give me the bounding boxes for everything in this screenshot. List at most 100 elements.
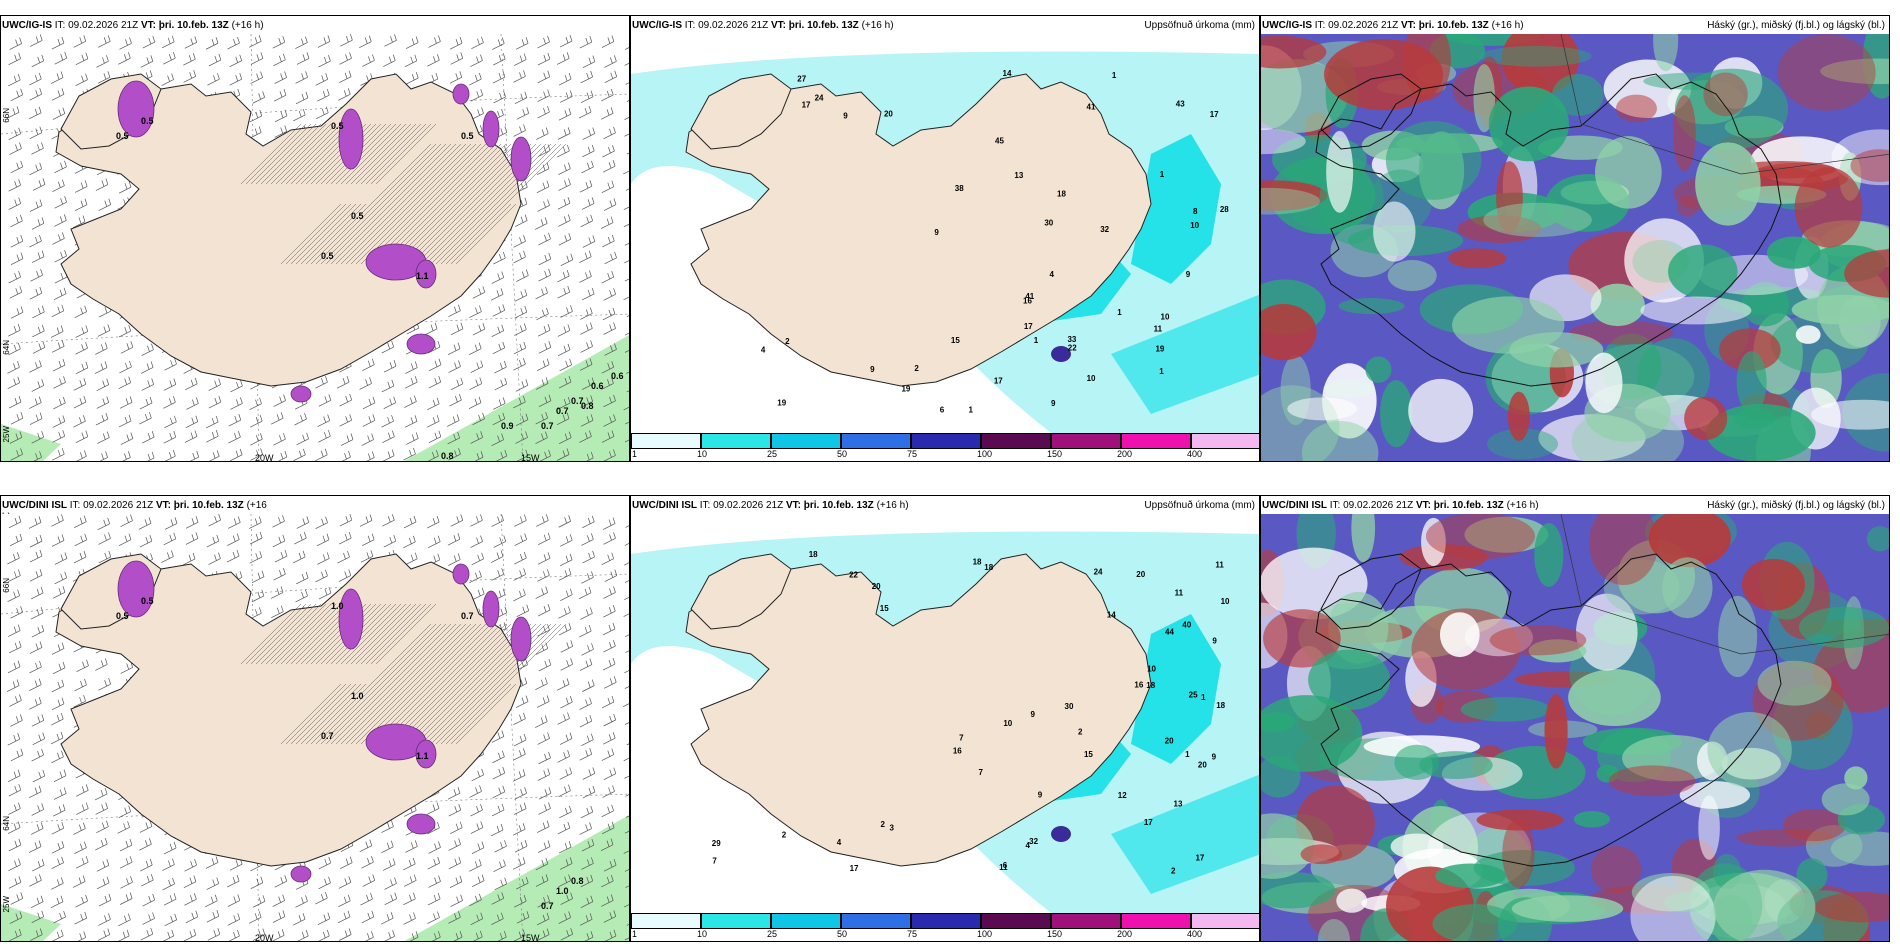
accum-value: 18	[984, 563, 993, 572]
colorbar-label: 200	[1117, 929, 1133, 939]
accum-value: 11	[1154, 324, 1163, 333]
colorbar-label: 150	[1047, 929, 1063, 939]
field-title: Uppsöfnuð úrkoma (mm)	[1144, 500, 1255, 511]
accum-value: 43	[1176, 100, 1185, 109]
precip-value: 0.7	[541, 901, 554, 911]
precip-value: 1.0	[351, 691, 364, 701]
accum-value: 24	[815, 93, 824, 102]
accum-value: 22	[849, 571, 858, 580]
colorbar-swatch	[1051, 913, 1121, 929]
model-name: UWC/IG-IS	[1262, 20, 1312, 31]
precip-value: 0.5	[116, 611, 129, 621]
colorbar-swatch	[1191, 433, 1259, 449]
colorbar-label: 75	[907, 449, 918, 459]
accum-value: 13	[1174, 800, 1183, 809]
accum-value: 17	[994, 376, 1003, 385]
accum-values: 112 1111319181491110152419171620191094617…	[761, 69, 1229, 415]
coastline	[1315, 73, 1782, 387]
accum-value: 1	[1112, 71, 1117, 80]
accum-value: 20	[1198, 760, 1207, 769]
precip-value: 1.0	[331, 601, 344, 611]
accum-value: 18	[973, 558, 982, 567]
accum-value: 9	[1030, 710, 1035, 719]
accum-value: 17	[1210, 110, 1219, 119]
accum-value: 9	[1038, 790, 1043, 799]
accum-value: 32	[1100, 225, 1109, 234]
precip-value: 0.7	[541, 421, 554, 431]
accum-value: 1	[969, 406, 974, 415]
panel-header: UWC/DINI ISL IT: 09.02.2026 21Z VT: þri.…	[1262, 500, 1885, 511]
accum-value: 18	[1057, 189, 1066, 198]
colorbar-swatch	[1191, 913, 1259, 929]
accum-value: 32	[1029, 837, 1038, 846]
accum-value: 6	[940, 405, 945, 414]
accum-value: 17	[1024, 322, 1033, 331]
accum-value: 10	[1190, 221, 1199, 230]
accum-value: 45	[995, 137, 1004, 146]
accum-value: 7	[959, 733, 964, 742]
cloud-field	[1261, 514, 1889, 941]
precip-value: 0.8	[581, 401, 594, 411]
accum-value: 9	[1212, 637, 1217, 646]
accum-value: 9	[1212, 752, 1217, 761]
accum-value: 17	[1144, 818, 1153, 827]
accum-value: 24	[1094, 567, 1103, 576]
model-name: UWC/IG-IS	[632, 20, 682, 31]
cloud-field	[1261, 34, 1889, 461]
precip-cells	[117, 560, 532, 883]
accum-value: 11	[1215, 561, 1224, 570]
panel-header: UWC/DINI ISL IT: 09.02.2026 21Z VT: þri.…	[632, 500, 1255, 511]
precip-value: 0.7	[556, 406, 569, 416]
accum-value: 33	[1067, 335, 1076, 344]
accum-value: 17	[850, 864, 859, 873]
accum-value: 9	[1051, 399, 1056, 408]
accum-value: 41	[1087, 103, 1096, 112]
colorbar-label: 100	[977, 449, 993, 459]
accum-value: 10	[1087, 374, 1096, 383]
accum-value: 20	[872, 582, 881, 591]
accum-value: 2	[1078, 727, 1083, 736]
lon-label: 20W	[255, 933, 274, 942]
precip-value: 0.5	[141, 116, 154, 126]
model-name: UWC/IG-IS	[2, 20, 52, 31]
precip-wind-map: 0.5 0.5 1.0 1.0 0.7 0.7 1.1 0.7 1.0 0.8	[1, 514, 629, 941]
precip-value: 0.5	[141, 596, 154, 606]
precip-wind-map: 0.5 0.5 0.5 0.5 0.5 0.5 1.1 0.7 0.7 0.7 0.6 0.6 0.8 0…	[1, 34, 629, 461]
colorbar-label: 10	[697, 929, 708, 939]
accum-precip-map: 1 1 2 1 1 1 13 19 18 14 9 11 10 15 24 19 17 16 20 19 10 9 4 6 17…	[631, 34, 1259, 433]
precip-values: 0.50.5 0.50.50.50.51.10.70.70.70.60.60.80…	[116, 116, 624, 461]
precip-value: 0.6	[591, 381, 604, 391]
colorbar-swatch	[911, 913, 981, 929]
colorbar-label: 50	[837, 449, 848, 459]
colorbar-swatch	[631, 913, 701, 929]
accum-value: 6	[1003, 861, 1008, 870]
accum-value: 15	[880, 604, 889, 613]
precip-value: 0.8	[441, 451, 454, 461]
accum-value: 9	[934, 228, 939, 237]
accum-value: 25	[1189, 691, 1198, 700]
border-line	[1560, 514, 1889, 655]
accum-value: 15	[1084, 750, 1093, 759]
precip-value: 0.5	[331, 121, 344, 131]
colorbar-label: 10	[697, 449, 708, 459]
colorbar-swatch	[1051, 433, 1121, 449]
accum-value: 10	[1161, 313, 1170, 322]
accum-value: 4	[761, 345, 766, 354]
accum-value: 4	[837, 838, 842, 847]
precip-value: 0.5	[321, 251, 334, 261]
precip-cell	[1051, 346, 1071, 362]
accum-value: 20	[1136, 570, 1145, 579]
panel-header: UWC/IG-IS IT: 09.02.2026 21Z VT: þri. 10…	[1262, 20, 1885, 31]
accum-value: 1	[1159, 367, 1164, 376]
accum-value: 11	[1175, 589, 1184, 598]
field-title: Háský (gr.), miðský (fj.bl.) og lágský (…	[1707, 20, 1885, 31]
precip-value: 0.8	[571, 876, 584, 886]
precip-value: 0.7	[461, 611, 474, 621]
accum-value: 1	[1160, 170, 1165, 179]
accum-value: 14	[1107, 610, 1116, 619]
cloud-map	[1261, 34, 1889, 461]
colorbar-swatch	[1121, 913, 1191, 929]
precip-value: 0.6	[611, 371, 624, 381]
accum-value: 9	[843, 111, 848, 120]
panel-dini-cloud: UWC/DINI ISL IT: 09.02.2026 21Z VT: þri.…	[1260, 495, 1890, 942]
